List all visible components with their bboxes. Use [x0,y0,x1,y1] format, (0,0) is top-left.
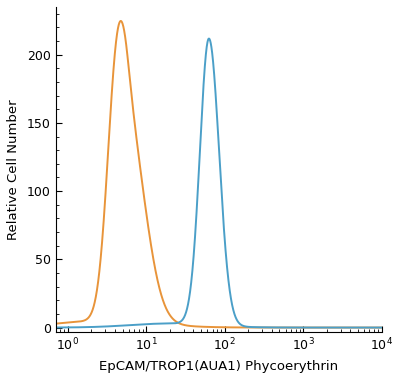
Y-axis label: Relative Cell Number: Relative Cell Number [7,99,20,240]
X-axis label: EpCAM/TROP1(AUA1) Phycoerythrin: EpCAM/TROP1(AUA1) Phycoerythrin [99,360,338,373]
